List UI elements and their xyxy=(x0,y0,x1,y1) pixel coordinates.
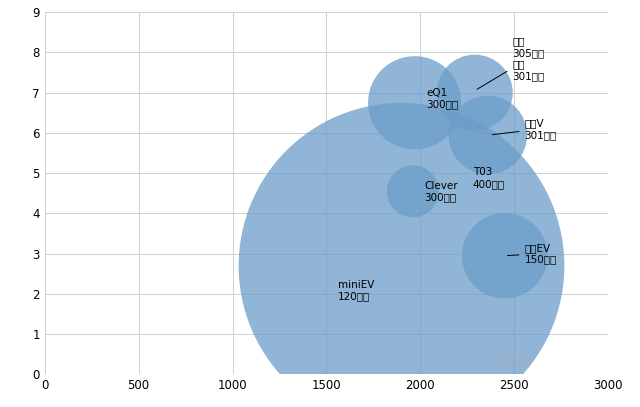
Point xyxy=(470,90,480,96)
Point xyxy=(500,252,510,259)
Text: eQ1
300公里: eQ1 300公里 xyxy=(426,88,458,109)
Point xyxy=(410,100,420,106)
Point xyxy=(408,188,418,195)
Text: T03
400公里: T03 400公里 xyxy=(473,167,505,189)
Text: miniEV
120公里: miniEV 120公里 xyxy=(338,280,374,302)
Point xyxy=(396,263,406,269)
Text: Clever
300公里: Clever 300公里 xyxy=(424,181,458,202)
Text: 奔奔EV
150公里: 奔奔EV 150公里 xyxy=(508,243,557,265)
Text: 汽车电子设计: 汽车电子设计 xyxy=(495,356,531,365)
Text: 白猫
305公里
黑猫
301公里: 白猫 305公里 黑猫 301公里 xyxy=(477,36,545,89)
Text: 哪吒V
301公里: 哪吒V 301公里 xyxy=(493,118,557,140)
Point xyxy=(483,132,493,138)
